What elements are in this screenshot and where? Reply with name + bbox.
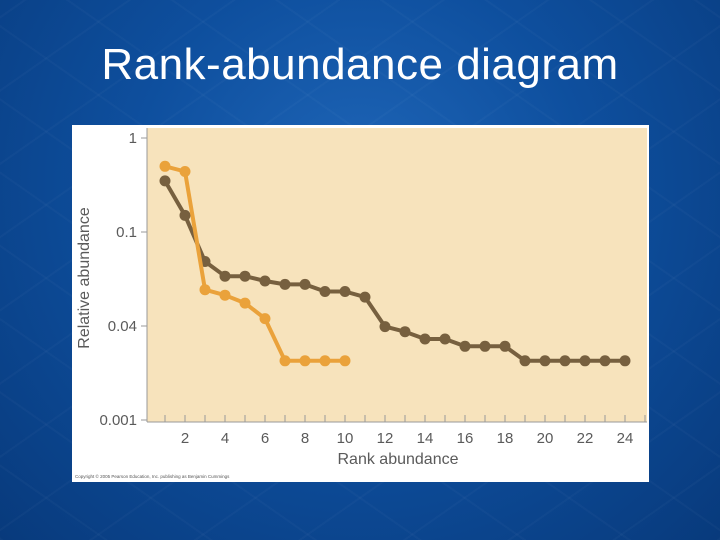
data-point-series-1: [339, 286, 351, 297]
data-point-series-1: [259, 275, 271, 287]
data-point-series-1: [619, 355, 631, 367]
data-point-series-1: [539, 355, 551, 367]
x-tick-label: 24: [617, 430, 634, 447]
data-point-series-1: [319, 286, 331, 297]
y-tick-label: 0.1: [116, 224, 137, 241]
data-point-series-1: [159, 175, 171, 187]
data-point-series-1: [379, 321, 391, 333]
data-point-series-2: [299, 355, 311, 367]
data-point-series-1: [219, 270, 231, 282]
x-tick-label: 20: [537, 430, 554, 447]
data-point-series-1: [399, 326, 411, 338]
x-tick-label: 6: [261, 430, 269, 447]
x-tick-label: 10: [337, 430, 354, 447]
y-tick-label: 0.001: [99, 412, 137, 429]
data-point-series-1: [299, 278, 311, 290]
x-tick-label: 18: [497, 430, 514, 447]
data-point-series-1: [439, 333, 451, 345]
data-point-series-1: [359, 291, 371, 303]
data-point-series-2: [259, 313, 271, 325]
x-tick-label: 12: [377, 430, 394, 447]
data-point-series-1: [579, 355, 591, 367]
rank-abundance-chart: Relative abundance Rank abundance 1 0.1 0.…: [76, 128, 647, 468]
data-point-series-1: [239, 270, 251, 282]
data-point-series-2: [319, 355, 331, 367]
data-point-series-1: [479, 340, 491, 352]
data-point-series-2: [339, 355, 351, 367]
x-tick-label: 14: [417, 430, 434, 447]
data-point-series-1: [419, 333, 431, 345]
data-point-series-2: [219, 289, 231, 301]
y-tick-label: 0.04: [108, 318, 137, 335]
x-tick-label: 2: [181, 430, 189, 447]
y-tick-label: 1: [129, 130, 137, 147]
data-point-series-1: [519, 355, 531, 367]
series-line-2: [163, 164, 347, 363]
data-point-series-2: [179, 166, 191, 177]
x-tick-label: 16: [457, 430, 474, 447]
data-point-series-1: [459, 340, 471, 352]
data-point-series-1: [179, 209, 191, 221]
y-axis-label: Relative abundance: [76, 207, 93, 349]
chart-figure: Relative abundance Rank abundance 1 0.1 0.…: [72, 125, 649, 482]
x-tick-label: 4: [221, 430, 229, 447]
data-point-series-1: [559, 355, 571, 367]
slide-title: Rank-abundance diagram: [101, 40, 619, 89]
data-point-series-2: [239, 297, 251, 309]
data-point-series-2: [159, 160, 171, 172]
copyright-text: Copyright © 2005 Pearson Education, Inc.…: [75, 474, 230, 479]
data-point-series-1: [279, 278, 291, 290]
data-point-series-2: [279, 355, 291, 367]
data-point-series-2: [199, 284, 211, 296]
x-axis-label: Rank abundance: [338, 451, 459, 468]
x-tick-label: 22: [577, 430, 594, 447]
data-point-series-1: [599, 355, 611, 367]
data-point-series-1: [499, 340, 511, 352]
x-tick-label: 8: [301, 430, 309, 447]
